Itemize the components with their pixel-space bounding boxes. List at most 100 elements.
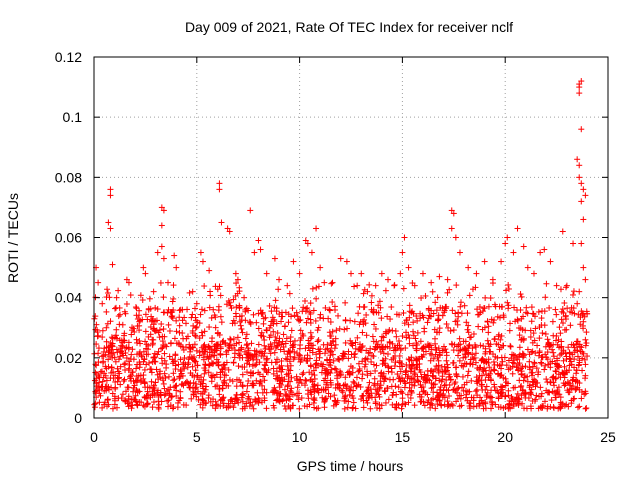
band-point xyxy=(201,307,208,314)
band-point xyxy=(300,304,307,311)
band-point xyxy=(113,326,120,333)
band-point xyxy=(443,352,450,359)
data-point xyxy=(520,243,527,250)
data-point xyxy=(580,216,587,223)
band-point xyxy=(173,328,180,335)
band-point xyxy=(505,305,512,312)
band-point xyxy=(342,299,349,306)
band-point xyxy=(287,367,294,374)
data-point xyxy=(189,288,196,295)
band-point xyxy=(205,392,212,399)
band-point xyxy=(152,304,159,311)
band-point xyxy=(217,350,224,357)
band-point xyxy=(128,351,135,358)
band-point xyxy=(546,304,553,311)
band-point xyxy=(516,377,523,384)
data-point xyxy=(481,258,488,265)
band-point xyxy=(353,374,360,381)
band-point xyxy=(208,314,215,321)
band-point xyxy=(281,323,288,330)
band-point xyxy=(311,381,318,388)
band-point xyxy=(485,329,492,336)
data-point xyxy=(263,270,270,277)
band-point xyxy=(461,302,468,309)
data-point xyxy=(150,288,157,295)
band-point xyxy=(156,326,163,333)
band-point xyxy=(168,313,175,320)
band-point xyxy=(446,286,453,293)
band-point xyxy=(550,349,557,356)
data-point xyxy=(378,270,385,277)
data-point xyxy=(456,249,463,256)
band-point xyxy=(183,320,190,327)
data-point xyxy=(158,222,165,229)
data-point xyxy=(541,246,548,253)
band-point xyxy=(130,388,137,395)
band-point xyxy=(454,373,461,380)
data-point xyxy=(257,246,264,253)
band-point xyxy=(275,286,282,293)
band-point xyxy=(378,315,385,322)
band-point xyxy=(532,396,539,403)
band-point xyxy=(455,309,462,316)
band-point xyxy=(564,305,571,312)
band-point xyxy=(570,288,577,295)
data-point xyxy=(504,234,511,241)
band-point xyxy=(198,329,205,336)
band-point xyxy=(500,314,507,321)
band-point xyxy=(186,289,193,296)
band-point xyxy=(509,370,516,377)
band-point xyxy=(94,333,101,340)
band-point xyxy=(539,330,546,337)
band-point xyxy=(274,330,281,337)
band-point xyxy=(518,293,525,300)
band-point xyxy=(148,366,155,373)
band-point xyxy=(578,395,585,402)
band-point xyxy=(172,351,179,358)
band-point xyxy=(524,310,531,317)
band-point xyxy=(436,325,443,332)
band-point xyxy=(261,365,268,372)
band-point xyxy=(141,366,148,373)
x-axis-title: GPS time / hours xyxy=(297,458,404,474)
band-point xyxy=(142,311,149,318)
data-point xyxy=(354,282,361,289)
band-point xyxy=(236,313,243,320)
band-point xyxy=(285,319,292,326)
data-point xyxy=(284,282,291,289)
band-point xyxy=(104,396,111,403)
band-point xyxy=(453,370,460,377)
data-point xyxy=(165,279,172,286)
band-point xyxy=(349,405,356,412)
band-point xyxy=(233,304,240,311)
band-point xyxy=(528,318,535,325)
band-point xyxy=(289,305,296,312)
data-point xyxy=(436,273,443,280)
data-point xyxy=(216,180,223,187)
band-point xyxy=(215,307,222,314)
band-point xyxy=(355,368,362,375)
data-point xyxy=(578,198,585,205)
band-point xyxy=(399,333,406,340)
band-point xyxy=(116,321,123,328)
x-tick-label: 25 xyxy=(600,429,616,445)
band-point xyxy=(464,326,471,333)
data-point xyxy=(428,279,435,286)
band-point xyxy=(437,384,444,391)
band-point xyxy=(280,331,287,338)
chart-title: Day 009 of 2021, Rate Of TEC Index for r… xyxy=(185,19,513,35)
data-point xyxy=(385,276,392,283)
band-point xyxy=(295,396,302,403)
band-point xyxy=(112,384,119,391)
band-point xyxy=(410,328,417,335)
data-point xyxy=(448,225,455,232)
band-point xyxy=(163,361,170,368)
y-tick-labels: 0 0.02 0.04 0.06 0.08 0.1 0.12 xyxy=(55,49,82,426)
band-point xyxy=(542,294,549,301)
band-point xyxy=(497,383,504,390)
band-point xyxy=(400,377,407,384)
band-point xyxy=(472,350,479,357)
band-point xyxy=(470,331,477,338)
band-point xyxy=(406,302,413,309)
data-point xyxy=(465,264,472,271)
